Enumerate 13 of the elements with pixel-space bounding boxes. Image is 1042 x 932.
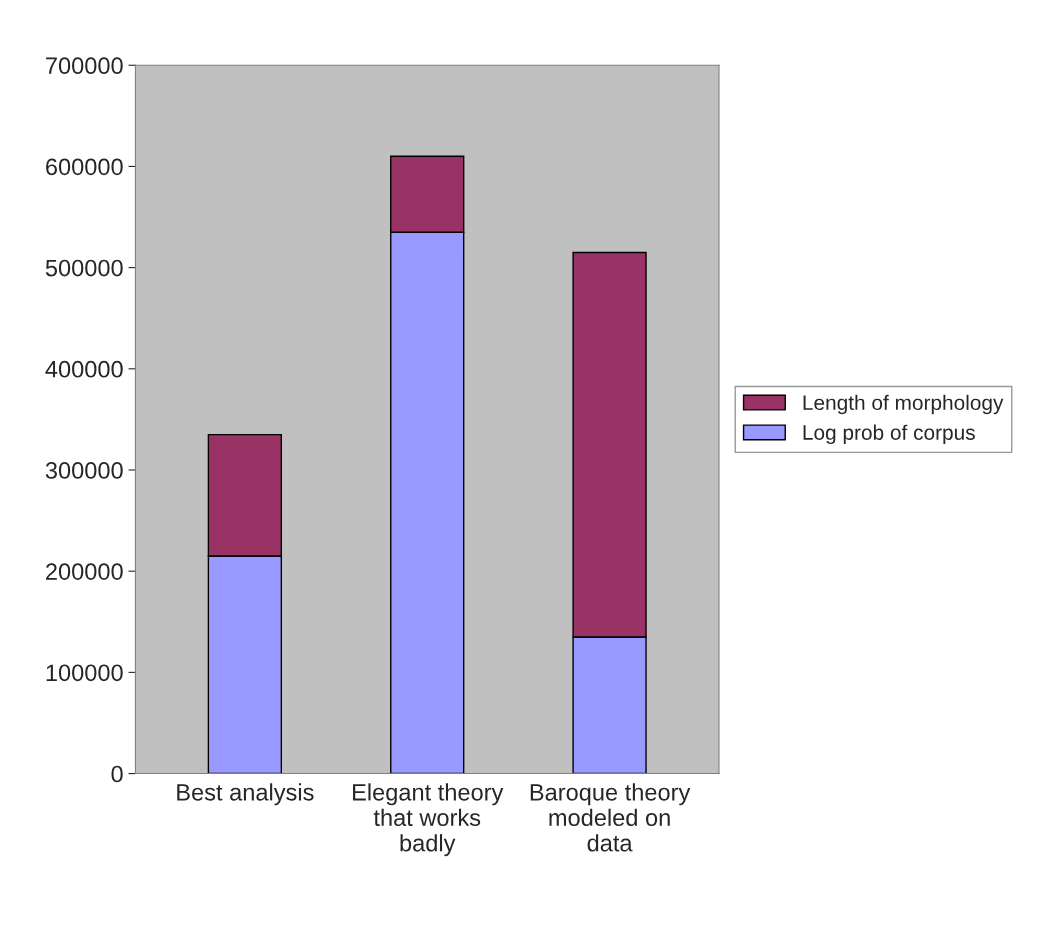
legend-label: Length of morphology (803, 394, 1004, 415)
y-tick-label: 200000 (46, 563, 123, 580)
y-tick-label: 300000 (45, 462, 123, 479)
x-tick-label: Best analysis (177, 783, 314, 806)
y-tick-label: 600000 (46, 158, 123, 176)
y-tick-label: 0 (111, 765, 123, 783)
y-tick-label: 500000 (45, 259, 123, 277)
x-tick-label: Baroque theory modeled on data (530, 783, 691, 852)
y-tick-label: 400000 (45, 360, 123, 378)
y-tick-label: 100000 (46, 664, 123, 682)
legend-label: Log prob of corpus (803, 424, 975, 445)
y-tick-label: 700000 (46, 57, 123, 75)
x-tick-label: Elegant theory that works badly (353, 783, 504, 857)
